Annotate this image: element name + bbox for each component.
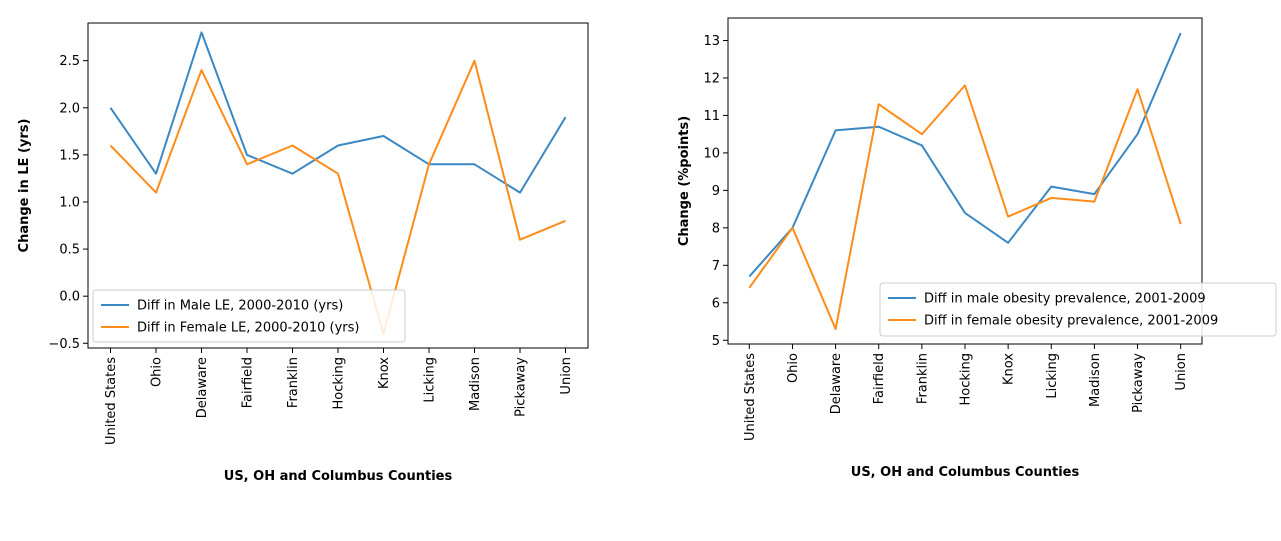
y-tick-label: 10	[703, 146, 720, 161]
x-tick-label: Hocking	[332, 357, 347, 410]
series-line-2	[748, 84, 1182, 330]
y-tick-label: 2.5	[59, 54, 80, 69]
y-axis-title: Change (%points)	[677, 116, 692, 246]
x-tick-label: Ohio	[150, 357, 165, 387]
legend-box	[92, 289, 406, 343]
x-axis-title: US, OH and Columbus Counties	[224, 469, 453, 484]
x-axis-title: US, OH and Columbus Counties	[851, 465, 1080, 480]
chart-1: −0.5 0.0 0.5 1.0 1.5 2.0 2.5 United States Ohio D…	[17, 22, 589, 484]
x-tick-label: Franklin	[286, 357, 301, 408]
series-line-1	[748, 32, 1182, 278]
y-tick-label: 9	[712, 184, 720, 199]
y-tick-label: 12	[703, 71, 720, 86]
x-tick-label: Madison	[1088, 353, 1103, 407]
x-tick-label: Union	[559, 357, 574, 395]
y-tick-label: 2.0	[59, 101, 80, 116]
x-tick-label: Delaware	[195, 357, 210, 418]
legend: Diff in Male LE, 2000-2010 (yrs) Diff in …	[92, 289, 406, 343]
x-tick-label: United States	[104, 357, 119, 445]
x-tick-label: Fairfield	[241, 357, 256, 408]
x-tick-label: Knox	[377, 357, 392, 389]
y-tick-label: 1.5	[59, 148, 80, 163]
legend: Diff in male obesity prevalence, 2001-20…	[879, 282, 1277, 337]
y-tick-label: −0.5	[48, 337, 80, 352]
x-tick-label: Pickaway	[1131, 353, 1146, 413]
y-tick-label: 11	[703, 109, 720, 124]
x-tick-label: Pickaway	[514, 357, 529, 417]
y-tick-label: 8	[712, 221, 720, 236]
x-tick-label: Licking	[423, 357, 438, 403]
y-tick-label: 13	[703, 34, 720, 49]
x-tick-label: United States	[743, 353, 758, 441]
legend-label-1: Diff in male obesity prevalence, 2001-20…	[924, 292, 1206, 307]
legend-label-1: Diff in Male LE, 2000-2010 (yrs)	[137, 299, 343, 314]
legend-box	[879, 282, 1277, 337]
y-tick-label: 5	[712, 334, 720, 349]
x-tick-label: Knox	[1002, 353, 1017, 385]
legend-label-2: Diff in female obesity prevalence, 2001-…	[924, 314, 1218, 329]
series-line-1	[109, 31, 567, 194]
y-tick-label: 1.0	[59, 195, 80, 210]
series-line-2	[109, 59, 566, 335]
x-tick-label: Ohio	[786, 353, 801, 383]
x-tick-label: Union	[1174, 353, 1189, 391]
legend-label-2: Diff in Female LE, 2000-2010 (yrs)	[137, 321, 360, 336]
y-tick-label: 0.5	[59, 243, 80, 258]
x-tick-label: Franklin	[915, 353, 930, 404]
x-tick-label: Fairfield	[872, 353, 887, 404]
x-tick-label: Licking	[1045, 353, 1060, 399]
x-tick-label: Hocking	[959, 353, 974, 406]
x-tick-label: Madison	[468, 357, 483, 411]
y-axis-title: Change in LE (yrs)	[17, 119, 32, 253]
y-tick-label: 0.0	[59, 290, 80, 305]
y-tick-label: 6	[712, 296, 720, 311]
x-tick-label: Delaware	[829, 353, 844, 414]
chart-2: 5 6 7 8 9 10 11 12 13 United States Ohio Delaware Fa…	[677, 17, 1277, 480]
y-tick-label: 7	[712, 259, 720, 274]
